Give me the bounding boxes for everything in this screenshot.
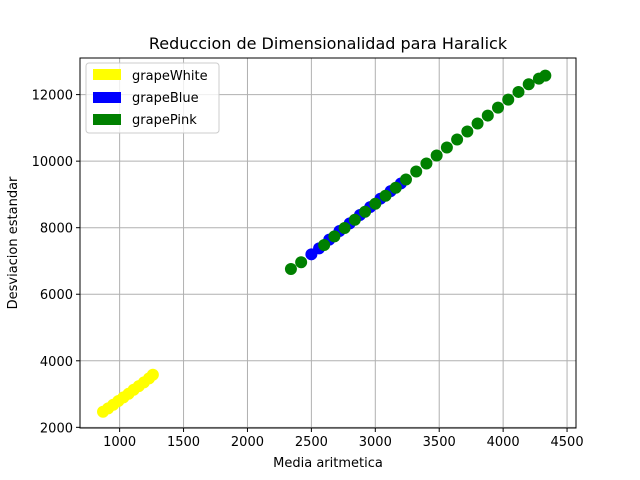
legend-label-grapepink: grapePink (132, 113, 197, 128)
point-grapepink (338, 222, 351, 235)
y-tick-label: 12000 (32, 89, 73, 104)
legend: grapeWhite grapeBlue grapePink (85, 62, 220, 134)
plot-frame (79, 57, 577, 429)
point-grapepink (348, 213, 361, 226)
x-tick-label: 1500 (167, 435, 200, 450)
x-tick-label: 2000 (231, 435, 264, 450)
y-tick-label: 4000 (40, 355, 73, 370)
point-grapepink (410, 165, 423, 178)
y-tick-label: 6000 (40, 288, 73, 303)
point-grapepink (461, 125, 474, 138)
point-grapepink (522, 78, 535, 91)
point-grapepink (539, 69, 552, 82)
point-grapepink (471, 117, 484, 130)
y-tick-label: 10000 (32, 155, 73, 170)
point-grapepink (399, 173, 412, 186)
legend-swatch-grapewhite (93, 69, 121, 80)
point-grapepink (295, 256, 308, 269)
legend-swatch-grapepink (93, 114, 121, 125)
x-tick-label: 3000 (359, 435, 392, 450)
point-grapepink (420, 157, 433, 170)
point-grapepink (389, 181, 402, 194)
point-grapepink (359, 205, 372, 218)
x-tick-label: 3500 (423, 435, 456, 450)
x-tick-label: 4500 (551, 435, 584, 450)
x-tick-label: 4000 (487, 435, 520, 450)
axis-ticks: 1000 1500 2000 2500 3000 3500 4000 4500 2000 4000… (32, 89, 584, 450)
legend-label-grapewhite: grapeWhite (132, 69, 208, 84)
point-grapepink (440, 141, 453, 154)
x-axis-title: Media aritmetica (273, 456, 383, 471)
point-grapepink (379, 189, 392, 202)
point-grapewhite (146, 368, 159, 381)
point-grapepink (451, 133, 464, 146)
grid-lines (80, 58, 576, 428)
legend-swatch-grapeblue (93, 92, 121, 103)
point-grapepink (481, 109, 494, 122)
x-tick-label: 1000 (103, 435, 136, 450)
data-points (97, 69, 552, 418)
chart-title: Reduccion de Dimensionalidad para Harali… (149, 34, 508, 53)
legend-label-grapeblue: grapeBlue (132, 91, 199, 106)
y-tick-label: 2000 (40, 421, 73, 436)
y-axis-title: Desviacion estandar (6, 176, 21, 309)
point-grapepink (284, 262, 297, 275)
y-tick-label: 8000 (40, 222, 73, 237)
point-grapepink (369, 197, 382, 210)
x-tick-label: 2500 (295, 435, 328, 450)
point-grapepink (492, 101, 505, 114)
point-grapepink (502, 93, 515, 106)
point-grapepink (318, 238, 331, 251)
point-grapepink (512, 85, 525, 98)
point-grapepink (430, 149, 443, 162)
point-grapepink (328, 230, 341, 243)
